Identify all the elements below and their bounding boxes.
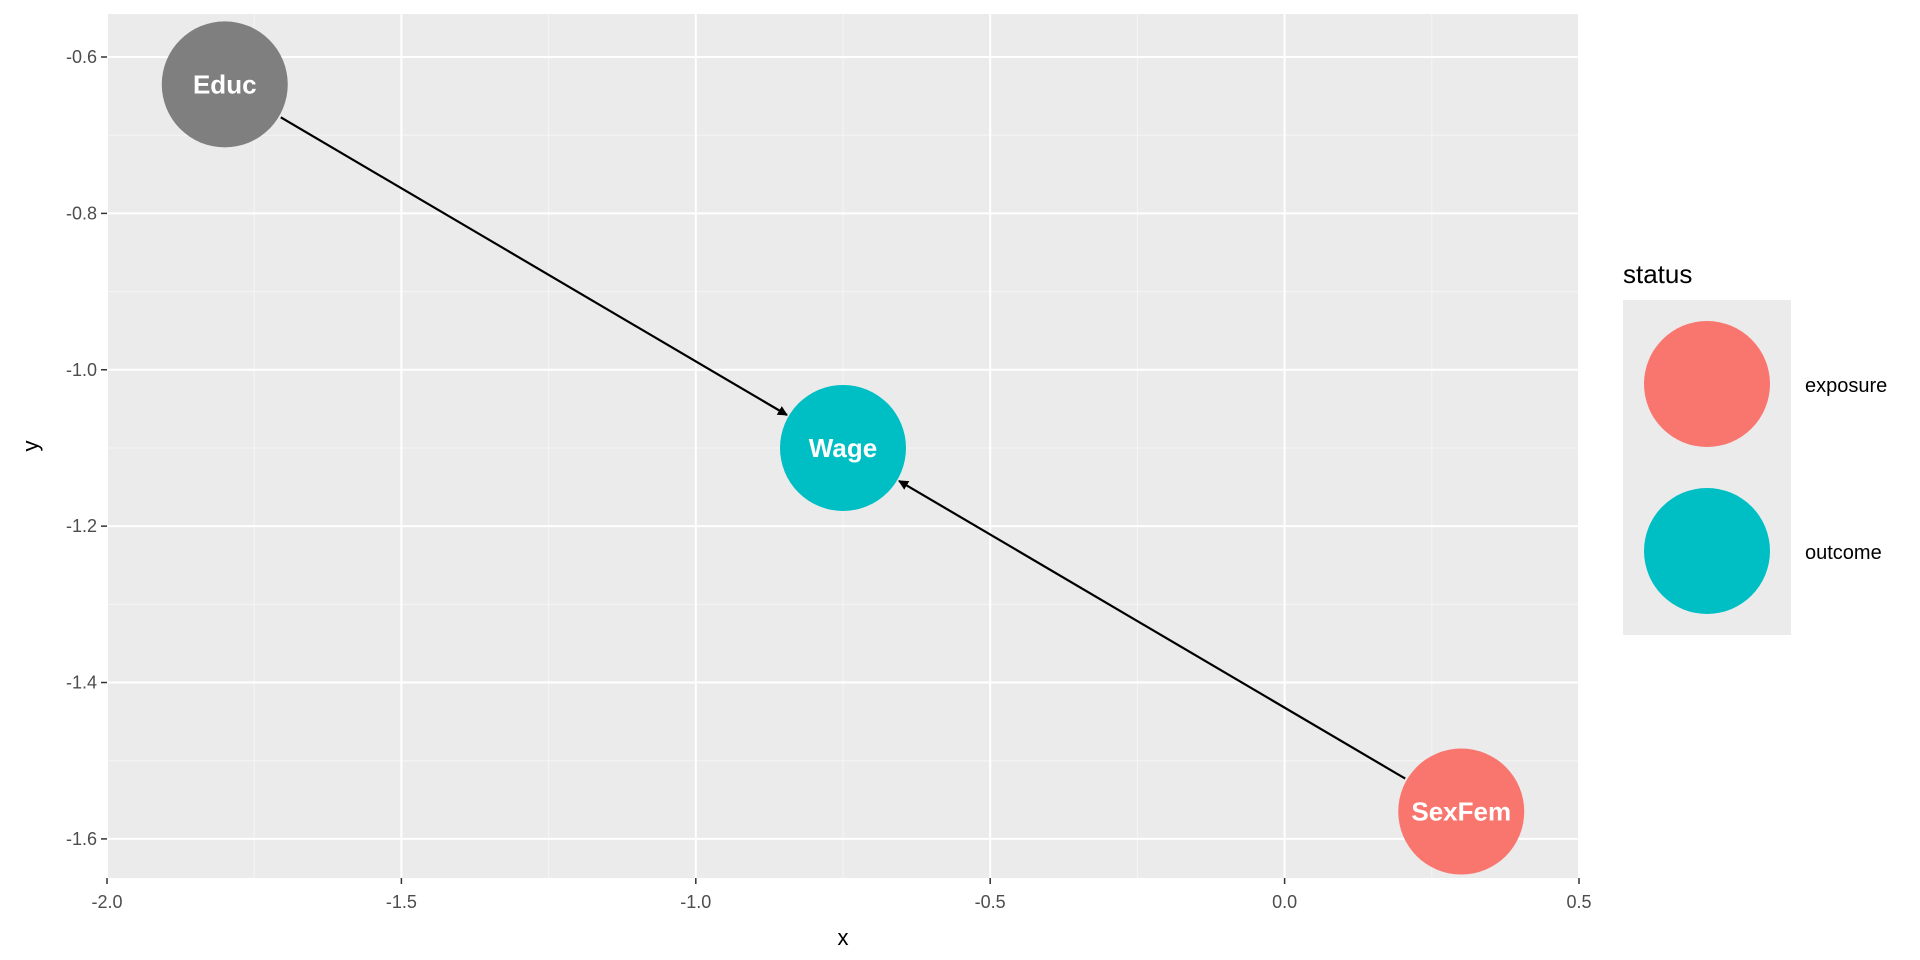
x-axis-ticks: -2.0 -1.5 -1.0 -0.5 0.0 0.5 [91, 878, 1592, 912]
node-label-educ: Educ [193, 69, 257, 99]
node-label-sexfem: SexFem [1411, 797, 1511, 827]
node-educ [161, 21, 288, 148]
node-wage [780, 384, 906, 511]
legend-key-exposure [1644, 321, 1770, 447]
y-tick-label: -0.8 [66, 203, 97, 223]
x-tick-label: -2.0 [91, 892, 122, 912]
edge-sexfem-to-wage [898, 479, 1406, 780]
y-tick-label: -1.0 [66, 360, 97, 380]
node-label-wage: Wage [809, 433, 877, 463]
y-tick-label: -1.4 [66, 673, 97, 693]
major-gridlines [106, 14, 1580, 878]
y-axis-ticks: -0.6 -0.8 -1.0 -1.2 -1.4 -1.6 [66, 47, 107, 849]
y-tick-label: -0.6 [66, 47, 97, 67]
y-tick-label: -1.2 [66, 516, 97, 536]
legend: status exposure outcome [1623, 259, 1887, 635]
node-sexfem [1398, 748, 1525, 875]
y-tick-label: -1.6 [66, 829, 97, 849]
legend-label-exposure: exposure [1805, 375, 1887, 397]
legend-label-outcome: outcome [1805, 542, 1882, 564]
x-tick-label: -1.5 [386, 892, 417, 912]
x-tick-label: 0.0 [1272, 892, 1297, 912]
edge-educ-to-wage [280, 116, 788, 416]
y-axis-title: y [18, 441, 43, 452]
x-tick-label: -1.0 [680, 892, 711, 912]
legend-title: status [1623, 259, 1692, 289]
x-tick-label: 0.5 [1566, 892, 1591, 912]
nodes: Educ Wage SexFem [161, 21, 1525, 875]
x-axis-title: x [838, 925, 849, 950]
x-tick-label: -0.5 [975, 892, 1006, 912]
legend-key-outcome [1644, 488, 1770, 614]
edges [280, 116, 1406, 780]
